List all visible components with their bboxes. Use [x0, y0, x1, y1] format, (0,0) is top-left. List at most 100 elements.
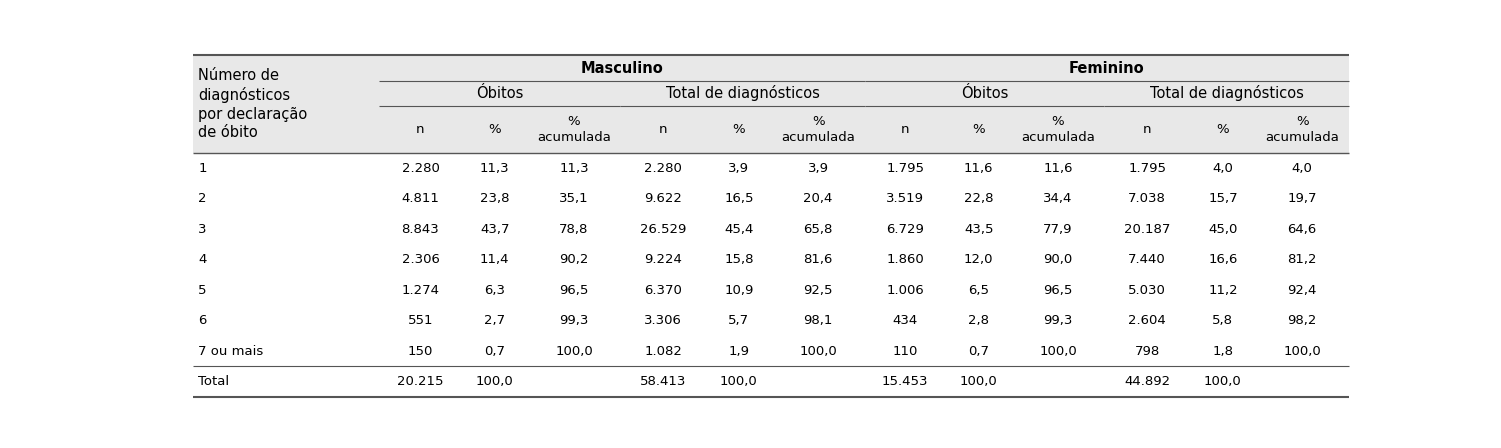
Text: 16,5: 16,5: [723, 192, 754, 205]
Text: 43,7: 43,7: [480, 223, 509, 236]
Text: 15.453: 15.453: [883, 375, 929, 388]
Text: 3: 3: [198, 223, 207, 236]
Text: 92,5: 92,5: [803, 284, 833, 297]
Text: 551: 551: [408, 314, 434, 327]
Text: 4,0: 4,0: [1292, 162, 1312, 175]
Text: 4,0: 4,0: [1213, 162, 1234, 175]
Text: 90,2: 90,2: [560, 253, 588, 266]
Text: 3,9: 3,9: [808, 162, 829, 175]
Text: 35,1: 35,1: [560, 192, 588, 205]
Text: 16,6: 16,6: [1208, 253, 1238, 266]
Text: 7 ou mais: 7 ou mais: [198, 345, 263, 358]
Text: 100,0: 100,0: [959, 375, 998, 388]
Text: 2: 2: [198, 192, 207, 205]
Text: 3.306: 3.306: [644, 314, 681, 327]
Text: 7.440: 7.440: [1129, 253, 1166, 266]
Text: 110: 110: [893, 345, 919, 358]
Text: 11,6: 11,6: [1043, 162, 1073, 175]
Text: 8.843: 8.843: [402, 223, 440, 236]
Text: 81,6: 81,6: [803, 253, 833, 266]
Text: 3,9: 3,9: [728, 162, 749, 175]
Text: %: %: [1217, 123, 1229, 136]
Text: 11,2: 11,2: [1208, 284, 1238, 297]
Text: %: %: [732, 123, 744, 136]
Text: 2,7: 2,7: [485, 314, 506, 327]
Text: %
acumulada: % acumulada: [1021, 115, 1094, 144]
Text: Total de diagnósticos: Total de diagnósticos: [665, 86, 820, 101]
Text: 2.604: 2.604: [1129, 314, 1166, 327]
Text: 100,0: 100,0: [555, 345, 593, 358]
Text: 23,8: 23,8: [480, 192, 509, 205]
Text: 22,8: 22,8: [964, 192, 994, 205]
Text: 0,7: 0,7: [485, 345, 506, 358]
Text: 99,3: 99,3: [560, 314, 588, 327]
Text: 15,8: 15,8: [723, 253, 754, 266]
Text: 98,2: 98,2: [1288, 314, 1316, 327]
Text: 1,8: 1,8: [1213, 345, 1234, 358]
Text: 100,0: 100,0: [720, 375, 758, 388]
Text: 6,3: 6,3: [485, 284, 506, 297]
Text: 3.519: 3.519: [886, 192, 925, 205]
Text: 90,0: 90,0: [1043, 253, 1073, 266]
Text: 15,7: 15,7: [1208, 192, 1238, 205]
Text: 6.729: 6.729: [886, 223, 925, 236]
Text: 1.860: 1.860: [887, 253, 925, 266]
Text: 11,6: 11,6: [964, 162, 994, 175]
Text: 34,4: 34,4: [1043, 192, 1073, 205]
Text: Masculino: Masculino: [581, 60, 663, 76]
Text: 11,4: 11,4: [480, 253, 509, 266]
Text: 58.413: 58.413: [639, 375, 686, 388]
Text: 11,3: 11,3: [480, 162, 509, 175]
Text: 1.795: 1.795: [886, 162, 925, 175]
Text: 434: 434: [893, 314, 917, 327]
Text: 1,9: 1,9: [728, 345, 749, 358]
Text: 11,3: 11,3: [560, 162, 588, 175]
Text: 9.622: 9.622: [644, 192, 681, 205]
Text: Número de
diagnósticos
por declaração
de óbito: Número de diagnósticos por declaração de…: [198, 68, 308, 140]
Text: 12,0: 12,0: [964, 253, 994, 266]
Text: 4.811: 4.811: [402, 192, 440, 205]
Text: 10,9: 10,9: [723, 284, 754, 297]
Text: 77,9: 77,9: [1043, 223, 1073, 236]
Text: 99,3: 99,3: [1043, 314, 1073, 327]
Text: n: n: [901, 123, 910, 136]
Text: 798: 798: [1135, 345, 1160, 358]
Text: 1.274: 1.274: [401, 284, 440, 297]
Text: %: %: [973, 123, 985, 136]
Text: %
acumulada: % acumulada: [537, 115, 611, 144]
Text: 65,8: 65,8: [803, 223, 833, 236]
Text: %: %: [488, 123, 501, 136]
Text: 6,5: 6,5: [968, 284, 989, 297]
Text: 43,5: 43,5: [964, 223, 994, 236]
Text: 1.006: 1.006: [887, 284, 925, 297]
Text: 5,8: 5,8: [1213, 314, 1234, 327]
Text: 1: 1: [198, 162, 207, 175]
Text: 26.529: 26.529: [639, 223, 686, 236]
Text: 100,0: 100,0: [1283, 345, 1321, 358]
Text: 45,0: 45,0: [1208, 223, 1238, 236]
Text: 64,6: 64,6: [1288, 223, 1316, 236]
Text: 100,0: 100,0: [476, 375, 513, 388]
Text: %
acumulada: % acumulada: [1265, 115, 1339, 144]
Text: 6.370: 6.370: [644, 284, 681, 297]
Text: 20.215: 20.215: [398, 375, 444, 388]
Text: 19,7: 19,7: [1288, 192, 1316, 205]
Text: Feminino: Feminino: [1069, 60, 1144, 76]
Text: n: n: [1142, 123, 1151, 136]
Text: 7.038: 7.038: [1129, 192, 1166, 205]
Text: 96,5: 96,5: [560, 284, 588, 297]
Text: 6: 6: [198, 314, 207, 327]
Bar: [194, 56, 1348, 153]
Text: 44.892: 44.892: [1124, 375, 1171, 388]
Text: Óbitos: Óbitos: [961, 86, 1009, 101]
Text: 0,7: 0,7: [968, 345, 989, 358]
Text: 78,8: 78,8: [560, 223, 588, 236]
Text: 5.030: 5.030: [1129, 284, 1166, 297]
Text: 4: 4: [198, 253, 207, 266]
Text: 1.795: 1.795: [1129, 162, 1166, 175]
Text: Óbitos: Óbitos: [476, 86, 524, 101]
Text: 1.082: 1.082: [644, 345, 681, 358]
Text: 2.306: 2.306: [402, 253, 440, 266]
Text: 92,4: 92,4: [1288, 284, 1316, 297]
Text: 20.187: 20.187: [1124, 223, 1171, 236]
